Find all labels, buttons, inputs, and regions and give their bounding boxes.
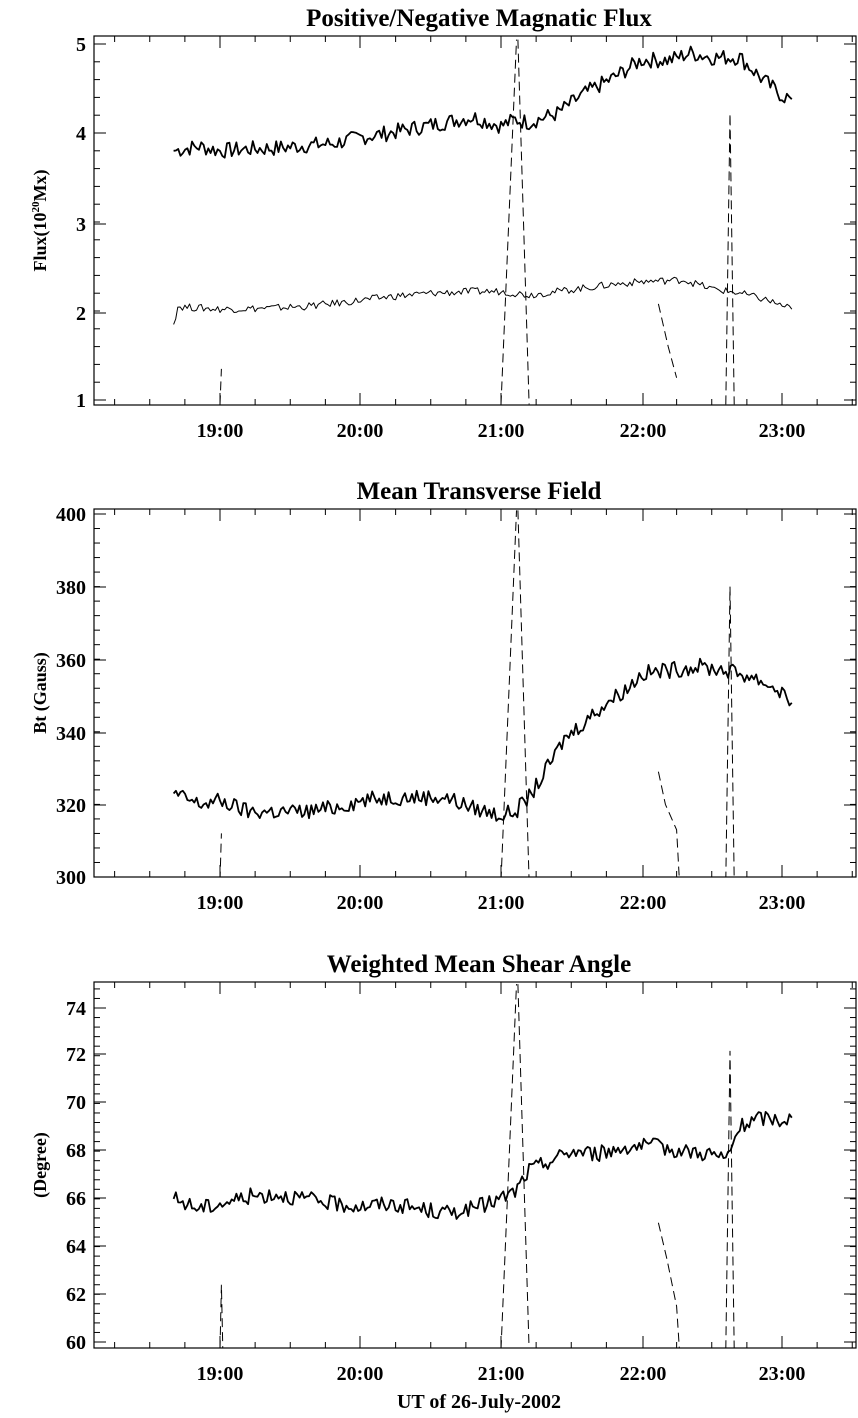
dashed-series-segment	[725, 113, 735, 405]
plot-frame	[93, 508, 857, 878]
dashed-series-segment	[725, 1050, 735, 1348]
x-tick-label: 22:00	[620, 1363, 667, 1385]
y-axis-label-part: Flux(10	[30, 212, 51, 271]
series-group	[172, 984, 793, 1348]
plot-frame	[93, 35, 857, 406]
dashed-series-segment	[219, 1284, 224, 1348]
series-group	[172, 510, 793, 877]
x-tick-label: 19:00	[197, 1363, 244, 1385]
chart-panel-2: Mean Transverse Field Bt (Gauss) 300 320 340…	[30, 478, 857, 914]
dashed-series-segment	[500, 510, 517, 877]
x-tick-label: 20:00	[337, 1363, 384, 1385]
chart-panel-1: Positive/Negative Magnatic FluxFlux(1020…	[30, 5, 857, 442]
solid-series-line	[173, 276, 793, 325]
y-tick-label: 1	[76, 390, 86, 412]
dashed-series-segment	[657, 771, 680, 877]
x-tick-label: 19:00	[197, 420, 244, 442]
series-group	[173, 39, 793, 405]
y-axis-label-part: 20	[30, 201, 42, 213]
dashed-series-segment	[725, 586, 735, 877]
y-tick-label: 70	[66, 1092, 86, 1114]
chart-panel-3: Weighted Mean Shear Angle (Degree) 60 62 64 6…	[30, 951, 857, 1413]
y-tick-label: 340	[56, 723, 86, 745]
plot-frame	[93, 981, 857, 1349]
y-tick-label: 62	[66, 1284, 86, 1306]
solid-series-line	[173, 45, 793, 159]
y-tick-label: 380	[56, 577, 86, 599]
y-tick-label: 64	[66, 1236, 86, 1258]
x-tick-label: 20:00	[337, 892, 384, 914]
y-tick-label: 72	[66, 1044, 86, 1066]
x-tick-label: 23:00	[759, 420, 806, 442]
solid-series-line	[172, 657, 793, 822]
y-tick-label: 2	[76, 303, 86, 325]
dashed-series-segment	[219, 833, 222, 877]
y-tick-label: 320	[56, 795, 86, 817]
chart-title: Weighted Mean Shear Angle	[327, 951, 631, 978]
y-tick-label: 400	[56, 504, 86, 526]
y-axis-label: Bt (Gauss)	[30, 652, 51, 734]
dashed-series-segment	[219, 368, 222, 405]
x-tick-label: 22:00	[620, 892, 667, 914]
dashed-series-segment	[657, 303, 678, 378]
y-tick-label: 74	[66, 998, 86, 1020]
dashed-series-segment	[500, 39, 517, 405]
x-axis-label: UT of 26-July-2002	[397, 1391, 561, 1413]
solid-series-line	[172, 1111, 793, 1220]
y-axis-label: Flux(1020Mx)	[30, 169, 51, 271]
x-tick-label: 23:00	[759, 892, 806, 914]
x-tick-label: 20:00	[337, 420, 384, 442]
dashed-series-segment	[517, 984, 530, 1348]
x-tick-label: 22:00	[620, 420, 667, 442]
y-tick-label: 4	[76, 123, 86, 145]
y-tick-label: 68	[66, 1140, 86, 1162]
y-tick-label: 66	[66, 1188, 86, 1210]
y-axis-label: (Degree)	[30, 1132, 51, 1198]
y-tick-label: 5	[76, 34, 86, 56]
x-tick-label: 21:00	[478, 420, 525, 442]
dashed-series-segment	[517, 510, 530, 877]
chart-title: Positive/Negative Magnatic Flux	[306, 5, 652, 32]
x-tick-label: 21:00	[478, 1363, 525, 1385]
x-tick-label: 21:00	[478, 892, 525, 914]
x-tick-label: 23:00	[759, 1363, 806, 1385]
y-tick-label: 360	[56, 650, 86, 672]
y-tick-label: 3	[76, 214, 86, 236]
dashed-series-segment	[500, 984, 517, 1348]
dashed-series-segment	[657, 1222, 680, 1348]
x-tick-label: 19:00	[197, 892, 244, 914]
chart-title: Mean Transverse Field	[357, 478, 602, 505]
dashed-series-segment	[517, 39, 530, 405]
y-tick-label: 300	[56, 867, 86, 889]
y-axis-label-part: Mx)	[30, 169, 51, 201]
y-tick-label: 60	[66, 1332, 86, 1354]
